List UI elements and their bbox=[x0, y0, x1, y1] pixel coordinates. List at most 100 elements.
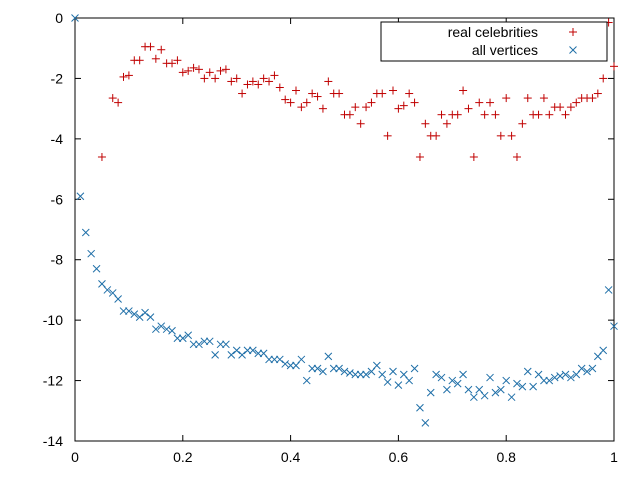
vertex-point bbox=[114, 295, 122, 303]
celebrity-point bbox=[345, 110, 354, 119]
celebrity-point bbox=[469, 152, 478, 161]
celebrity-point bbox=[572, 98, 581, 107]
celebrity-point bbox=[211, 74, 220, 83]
vertex-point bbox=[567, 373, 575, 382]
vertex-point bbox=[523, 367, 532, 376]
celebrity-point bbox=[216, 66, 225, 75]
legend-marker-cross bbox=[569, 46, 577, 54]
y-tick-label: 0 bbox=[55, 10, 63, 26]
vertex-point bbox=[394, 381, 403, 389]
vertex-point bbox=[507, 393, 516, 402]
celebrity-point bbox=[561, 110, 570, 119]
celebrity-point bbox=[356, 119, 365, 128]
celebrity-point bbox=[539, 94, 548, 103]
vertex-point bbox=[151, 325, 160, 334]
vertex-point bbox=[249, 346, 257, 355]
vertex-point bbox=[232, 346, 241, 355]
vertex-point bbox=[313, 364, 322, 373]
celebrity-point bbox=[270, 71, 279, 80]
vertex-point bbox=[238, 351, 246, 359]
celebrity-point bbox=[496, 131, 505, 140]
x-tick-label: 0.2 bbox=[173, 449, 193, 465]
vertex-point bbox=[178, 334, 187, 343]
vertex-point bbox=[577, 364, 586, 373]
vertex-point bbox=[372, 361, 381, 370]
vertex-point bbox=[119, 307, 128, 315]
celebrity-point bbox=[389, 86, 398, 95]
vertex-point bbox=[222, 340, 230, 349]
celebrity-point bbox=[453, 110, 462, 119]
celebrity-point bbox=[367, 98, 376, 107]
celebrity-point bbox=[238, 89, 247, 98]
vertex-point bbox=[103, 286, 112, 294]
vertex-point bbox=[421, 419, 430, 427]
vertex-point bbox=[329, 364, 338, 373]
celebrity-point bbox=[135, 56, 144, 65]
celebrity-point bbox=[378, 89, 387, 98]
celebrity-point bbox=[227, 77, 236, 86]
vertex-point bbox=[443, 385, 451, 394]
vertex-point bbox=[529, 382, 538, 391]
vertex-point bbox=[486, 373, 494, 382]
vertex-point bbox=[286, 361, 295, 370]
y-tick-label: -4 bbox=[51, 131, 64, 147]
celebrity-point bbox=[486, 98, 495, 107]
x-tick-label: 0.6 bbox=[389, 449, 409, 465]
legend-markers bbox=[569, 28, 577, 54]
celebrity-point bbox=[168, 59, 177, 68]
vertex-point bbox=[130, 310, 139, 318]
vertex-point bbox=[405, 376, 414, 385]
vertex-point bbox=[173, 334, 182, 343]
celebrity-point bbox=[232, 74, 241, 83]
vertex-point bbox=[324, 352, 333, 361]
vertex-point bbox=[216, 340, 225, 349]
legend-label-real-celebrities: real celebrities bbox=[448, 24, 538, 40]
vertex-point bbox=[270, 355, 279, 364]
vertex-point bbox=[453, 379, 462, 388]
vertex-point bbox=[599, 346, 608, 355]
celebrity-point bbox=[502, 94, 511, 103]
vertex-point bbox=[195, 340, 203, 349]
plot-frame bbox=[74, 17, 615, 442]
vertex-point bbox=[550, 373, 559, 382]
vertex-point bbox=[168, 326, 176, 335]
celebrity-point bbox=[394, 104, 403, 113]
vertex-point bbox=[125, 307, 133, 315]
vertex-point bbox=[502, 376, 511, 385]
y-tick-label: -12 bbox=[43, 373, 63, 389]
vertex-point bbox=[227, 351, 236, 359]
celebrity-point bbox=[189, 63, 198, 72]
celebrity-point bbox=[318, 104, 327, 113]
celebrity-point bbox=[432, 131, 441, 140]
celebrity-point bbox=[610, 62, 618, 71]
vertex-point bbox=[437, 373, 446, 382]
y-tick-label: -2 bbox=[51, 70, 64, 86]
celebrity-point bbox=[97, 152, 106, 161]
celebrity-point bbox=[442, 119, 451, 128]
vertex-point bbox=[561, 370, 570, 379]
celebrity-point bbox=[566, 103, 575, 112]
vertex-point bbox=[81, 228, 90, 237]
celebrity-point bbox=[405, 89, 414, 98]
vertex-point bbox=[588, 364, 597, 373]
vertex-point bbox=[378, 370, 387, 379]
legend: real celebrities all vertices bbox=[380, 21, 608, 62]
vertex-point bbox=[340, 367, 349, 376]
celebrity-point bbox=[194, 65, 203, 74]
celebrity-point bbox=[200, 74, 209, 83]
data-points bbox=[71, 14, 618, 427]
celebrity-point bbox=[545, 110, 554, 119]
vertex-point bbox=[464, 385, 473, 394]
vertex-point bbox=[583, 367, 591, 376]
vertex-point bbox=[432, 370, 440, 379]
celebrity-point bbox=[308, 89, 317, 98]
celebrity-point bbox=[415, 152, 424, 161]
celebrity-point bbox=[491, 110, 500, 119]
y-tick-label: -14 bbox=[43, 433, 63, 449]
celebrity-point bbox=[351, 103, 360, 112]
y-tick-label: -10 bbox=[43, 312, 63, 328]
celebrity-point bbox=[362, 103, 371, 112]
axis-tick-labels: 0 0.2 0.4 0.6 0.8 1 0 -2 -4 -6 -8 -10 -12 -14 bbox=[43, 10, 618, 465]
vertex-point bbox=[351, 370, 360, 379]
celebrity-point bbox=[523, 94, 532, 103]
